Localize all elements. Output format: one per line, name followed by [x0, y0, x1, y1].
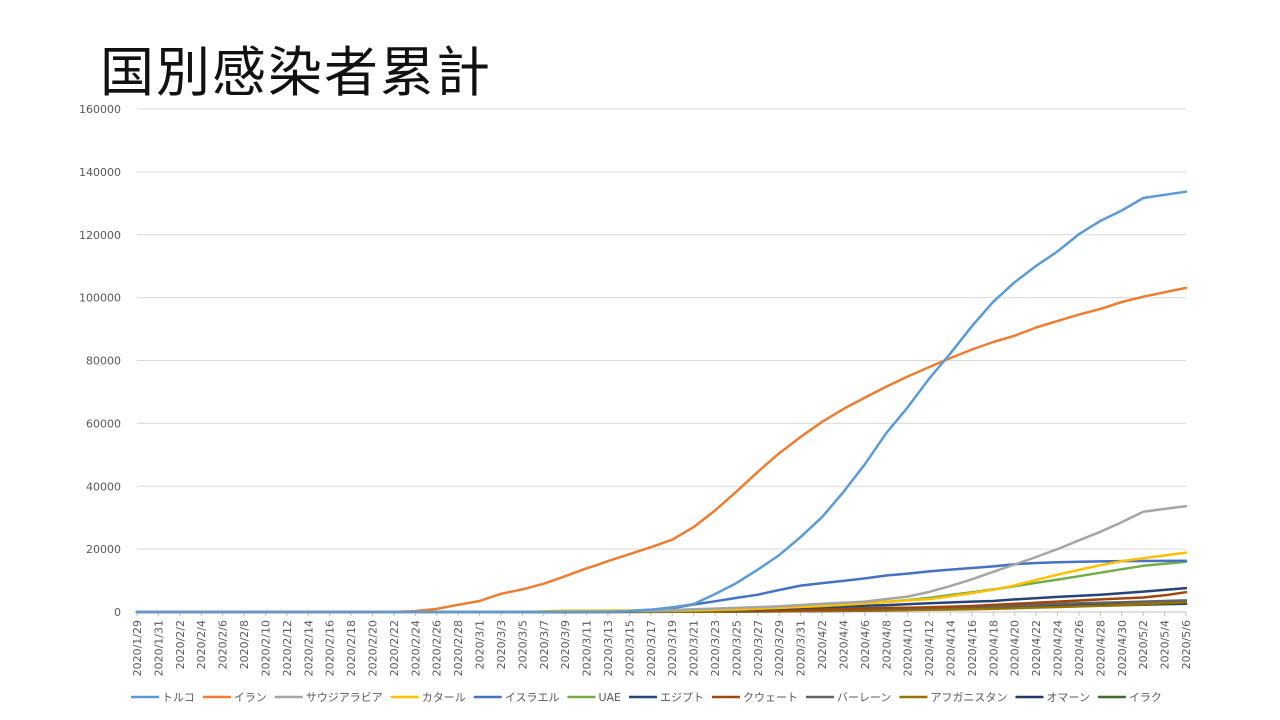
gridlines: [137, 108, 1186, 613]
legend-label: オマーン: [1046, 691, 1089, 704]
legend-label: エジプト: [660, 691, 704, 704]
x-tick-label: 2020/3/31: [795, 620, 808, 676]
x-tick-label: 2020/2/6: [217, 620, 230, 669]
y-tick-label: 100000: [79, 292, 121, 305]
x-tick-label: 2020/3/19: [666, 620, 679, 676]
x-tick-label: 2020/4/28: [1094, 620, 1107, 676]
x-tick-label: 2020/2/2: [174, 620, 187, 669]
x-tick-label: 2020/5/2: [1137, 620, 1150, 669]
y-tick-label: 40000: [86, 480, 121, 493]
x-tick-label: 2020/2/10: [259, 620, 272, 676]
x-axis: 2020/1/29 2020/1/31 2020/2/2 2020/2/4 2020/2…: [131, 612, 1193, 676]
x-tick-label: 2020/3/27: [752, 620, 765, 676]
legend-label: クウェート: [743, 691, 798, 704]
series-line-1: [135, 190, 1188, 614]
x-tick-label: 2020/4/18: [987, 620, 1000, 676]
x-tick-label: 2020/2/16: [324, 620, 337, 676]
x-tick-label: 2020/2/4: [195, 620, 208, 669]
y-tick-label: 140000: [79, 166, 121, 179]
x-tick-label: 2020/4/2: [816, 620, 829, 669]
legend-label: イスラエル: [505, 691, 560, 704]
series-line-2: [135, 286, 1188, 614]
x-tick-label: 2020/3/23: [709, 620, 722, 676]
legend-label: イラン: [234, 691, 267, 704]
x-tick-label: 2020/4/26: [1073, 620, 1086, 676]
y-tick-label: 20000: [86, 543, 121, 556]
x-tick-label: 2020/3/25: [730, 620, 743, 676]
x-tick-label: 2020/4/6: [859, 620, 872, 669]
x-tick-label: 2020/5/4: [1159, 620, 1172, 669]
legend-label: UAE: [598, 691, 621, 704]
series-line-3: [135, 504, 1188, 614]
y-tick-label: 80000: [86, 355, 121, 368]
y-tick-label: 160000: [79, 103, 121, 116]
x-tick-label: 2020/5/6: [1180, 620, 1193, 669]
x-tick-label: 2020/4/30: [1116, 620, 1129, 676]
x-tick-label: 2020/4/22: [1030, 620, 1043, 676]
legend: トルコ イラン サウジアラビア カタール イスラエル UAE エジプト クウェート バーレーン ア…: [131, 691, 1162, 704]
legend-label: アフガニスタン: [930, 691, 1007, 704]
x-tick-label: 2020/4/14: [945, 620, 958, 676]
x-tick-label: 2020/2/18: [345, 620, 358, 676]
x-tick-label: 2020/3/29: [773, 620, 786, 676]
x-tick-label: 2020/4/24: [1052, 620, 1065, 676]
y-tick-label: 60000: [86, 417, 121, 430]
x-tick-label: 2020/1/31: [152, 620, 165, 676]
slide-title: 国別感染者累計: [100, 41, 492, 104]
x-tick-label: 2020/3/9: [559, 620, 572, 669]
x-tick-label: 2020/4/8: [880, 620, 893, 669]
x-tick-label: 2020/2/20: [366, 620, 379, 676]
x-tick-label: 2020/3/15: [623, 620, 636, 676]
x-tick-label: 2020/2/24: [409, 620, 422, 676]
y-axis: 0 20000 40000 60000 80000 100000 120000 140000 1…: [79, 103, 121, 619]
x-tick-label: 2020/2/12: [281, 620, 294, 676]
x-tick-label: 2020/3/11: [581, 620, 594, 676]
x-tick-label: 2020/3/17: [645, 620, 658, 676]
legend-label: トルコ: [162, 691, 195, 704]
x-tick-label: 2020/2/28: [452, 620, 465, 676]
x-tick-label: 2020/4/4: [837, 620, 850, 669]
legend-label: イラク: [1129, 691, 1162, 704]
x-tick-label: 2020/1/29: [131, 620, 144, 676]
x-tick-label: 2020/3/3: [495, 620, 508, 669]
x-tick-label: 2020/4/10: [902, 620, 915, 676]
series-lines: [135, 190, 1188, 614]
x-tick-label: 2020/3/21: [688, 620, 701, 676]
legend-label: バーレーン: [837, 691, 891, 704]
y-tick-label: 0: [114, 606, 121, 619]
x-tick-label: 2020/4/20: [1009, 620, 1022, 676]
x-tick-label: 2020/2/26: [431, 620, 444, 676]
x-tick-label: 2020/3/5: [516, 620, 529, 669]
y-tick-label: 120000: [79, 229, 121, 242]
x-tick-label: 2020/4/12: [923, 620, 936, 676]
x-tick-label: 2020/2/8: [238, 620, 251, 669]
legend-label: サウジアラビア: [306, 691, 383, 704]
x-tick-label: 2020/3/7: [538, 620, 551, 669]
x-tick-label: 2020/3/1: [474, 620, 487, 669]
legend-label: カタール: [422, 691, 466, 704]
x-tick-label: 2020/2/14: [302, 620, 315, 676]
x-tick-label: 2020/3/13: [602, 620, 615, 676]
x-tick-label: 2020/2/22: [388, 620, 401, 676]
x-tick-label: 2020/4/16: [966, 620, 979, 676]
